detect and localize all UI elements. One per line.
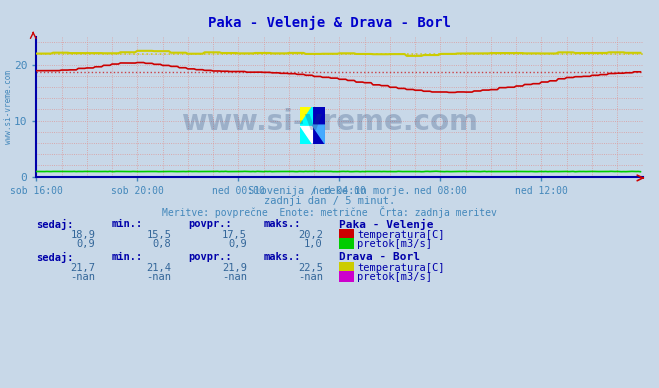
Text: povpr.:: povpr.: xyxy=(188,219,231,229)
Text: 22,5: 22,5 xyxy=(298,263,323,273)
Bar xyxy=(312,107,325,144)
Text: temperatura[C]: temperatura[C] xyxy=(357,263,445,273)
Text: www.si-vreme.com: www.si-vreme.com xyxy=(4,70,13,144)
Text: -nan: -nan xyxy=(71,272,96,282)
Text: sedaj:: sedaj: xyxy=(36,252,74,263)
Text: Paka - Velenje: Paka - Velenje xyxy=(339,219,434,230)
Polygon shape xyxy=(300,107,312,125)
Polygon shape xyxy=(312,125,325,144)
Text: maks.:: maks.: xyxy=(264,219,301,229)
Text: Drava - Borl: Drava - Borl xyxy=(339,252,420,262)
Text: Paka - Velenje & Drava - Borl: Paka - Velenje & Drava - Borl xyxy=(208,16,451,30)
Text: Slovenija / reke in morje.: Slovenija / reke in morje. xyxy=(248,186,411,196)
Text: 15,5: 15,5 xyxy=(146,230,171,240)
Text: min.:: min.: xyxy=(112,252,143,262)
Text: 18,9: 18,9 xyxy=(71,230,96,240)
Text: 0,9: 0,9 xyxy=(77,239,96,249)
Text: -nan: -nan xyxy=(298,272,323,282)
Text: min.:: min.: xyxy=(112,219,143,229)
Text: 0,9: 0,9 xyxy=(229,239,247,249)
Text: povpr.:: povpr.: xyxy=(188,252,231,262)
Text: 0,8: 0,8 xyxy=(153,239,171,249)
Text: -nan: -nan xyxy=(146,272,171,282)
Bar xyxy=(300,107,312,125)
Text: Meritve: povprečne  Enote: metrične  Črta: zadnja meritev: Meritve: povprečne Enote: metrične Črta:… xyxy=(162,206,497,218)
Text: 21,7: 21,7 xyxy=(71,263,96,273)
Text: pretok[m3/s]: pretok[m3/s] xyxy=(357,239,432,249)
Text: 21,4: 21,4 xyxy=(146,263,171,273)
Text: 17,5: 17,5 xyxy=(222,230,247,240)
Text: www.si-vreme.com: www.si-vreme.com xyxy=(181,108,478,136)
Text: 21,9: 21,9 xyxy=(222,263,247,273)
Polygon shape xyxy=(300,125,312,144)
Text: 1,0: 1,0 xyxy=(304,239,323,249)
Bar xyxy=(300,125,312,144)
Text: -nan: -nan xyxy=(222,272,247,282)
Text: 20,2: 20,2 xyxy=(298,230,323,240)
Text: sedaj:: sedaj: xyxy=(36,219,74,230)
Text: zadnji dan / 5 minut.: zadnji dan / 5 minut. xyxy=(264,196,395,206)
Text: maks.:: maks.: xyxy=(264,252,301,262)
Text: pretok[m3/s]: pretok[m3/s] xyxy=(357,272,432,282)
Text: temperatura[C]: temperatura[C] xyxy=(357,230,445,240)
